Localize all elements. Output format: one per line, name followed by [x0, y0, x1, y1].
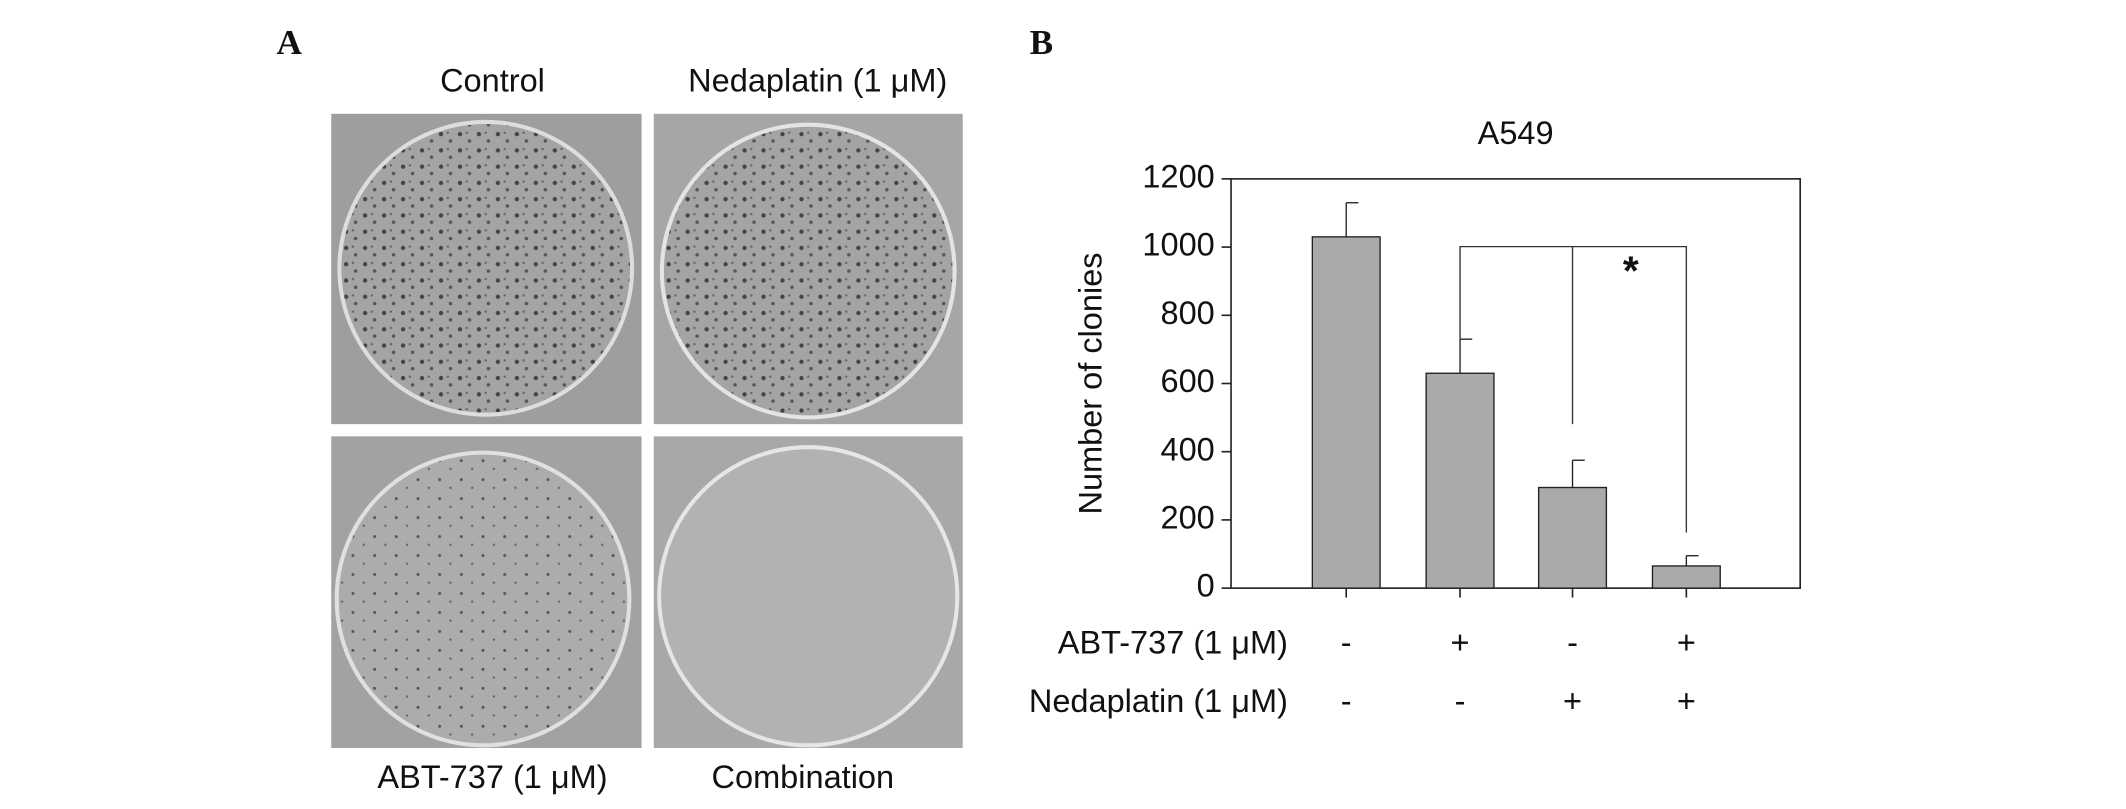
plate-label: Nedaplatin (1 μM)	[688, 62, 947, 98]
treatment-sign: -	[1341, 683, 1352, 719]
bar	[1537, 486, 1608, 589]
treatment-label: Nedaplatin (1 μM)	[1029, 683, 1288, 719]
y-axis-label: Number of clonies	[1072, 252, 1108, 514]
bar	[1651, 565, 1721, 589]
panel-label: B	[1030, 23, 1054, 62]
y-tick-label: 200	[1161, 500, 1215, 536]
treatment-sign: -	[1567, 625, 1578, 661]
plate-photo	[653, 436, 963, 749]
y-tick-label: 1200	[1142, 158, 1214, 194]
significance-star: *	[1623, 247, 1639, 293]
treatment-sign: +	[1677, 683, 1696, 719]
treatment-sign: +	[1677, 625, 1696, 661]
y-tick-label: 1000	[1142, 227, 1214, 263]
plate-label: Combination	[712, 759, 895, 795]
plate-photo	[331, 436, 642, 749]
bar	[1311, 236, 1381, 589]
bar	[1425, 372, 1495, 589]
treatment-sign: +	[1451, 625, 1470, 661]
treatment-sign: +	[1563, 683, 1582, 719]
chart-title: A549	[1478, 115, 1554, 151]
y-tick-label: 600	[1161, 363, 1215, 399]
plate-photo	[653, 113, 963, 425]
significance-bracket	[1459, 245, 1688, 533]
plate-label: ABT-737 (1 μM)	[377, 759, 607, 795]
treatment-sign: -	[1341, 625, 1352, 661]
y-tick-label: 400	[1161, 431, 1215, 467]
plate-label: Control	[440, 62, 545, 98]
panel-label: A	[277, 23, 303, 62]
plate-photo	[331, 113, 642, 425]
y-tick-label: 800	[1161, 295, 1215, 331]
treatment-label: ABT-737 (1 μM)	[1058, 625, 1288, 661]
y-tick-label: 0	[1197, 568, 1215, 604]
treatment-sign: -	[1455, 683, 1466, 719]
